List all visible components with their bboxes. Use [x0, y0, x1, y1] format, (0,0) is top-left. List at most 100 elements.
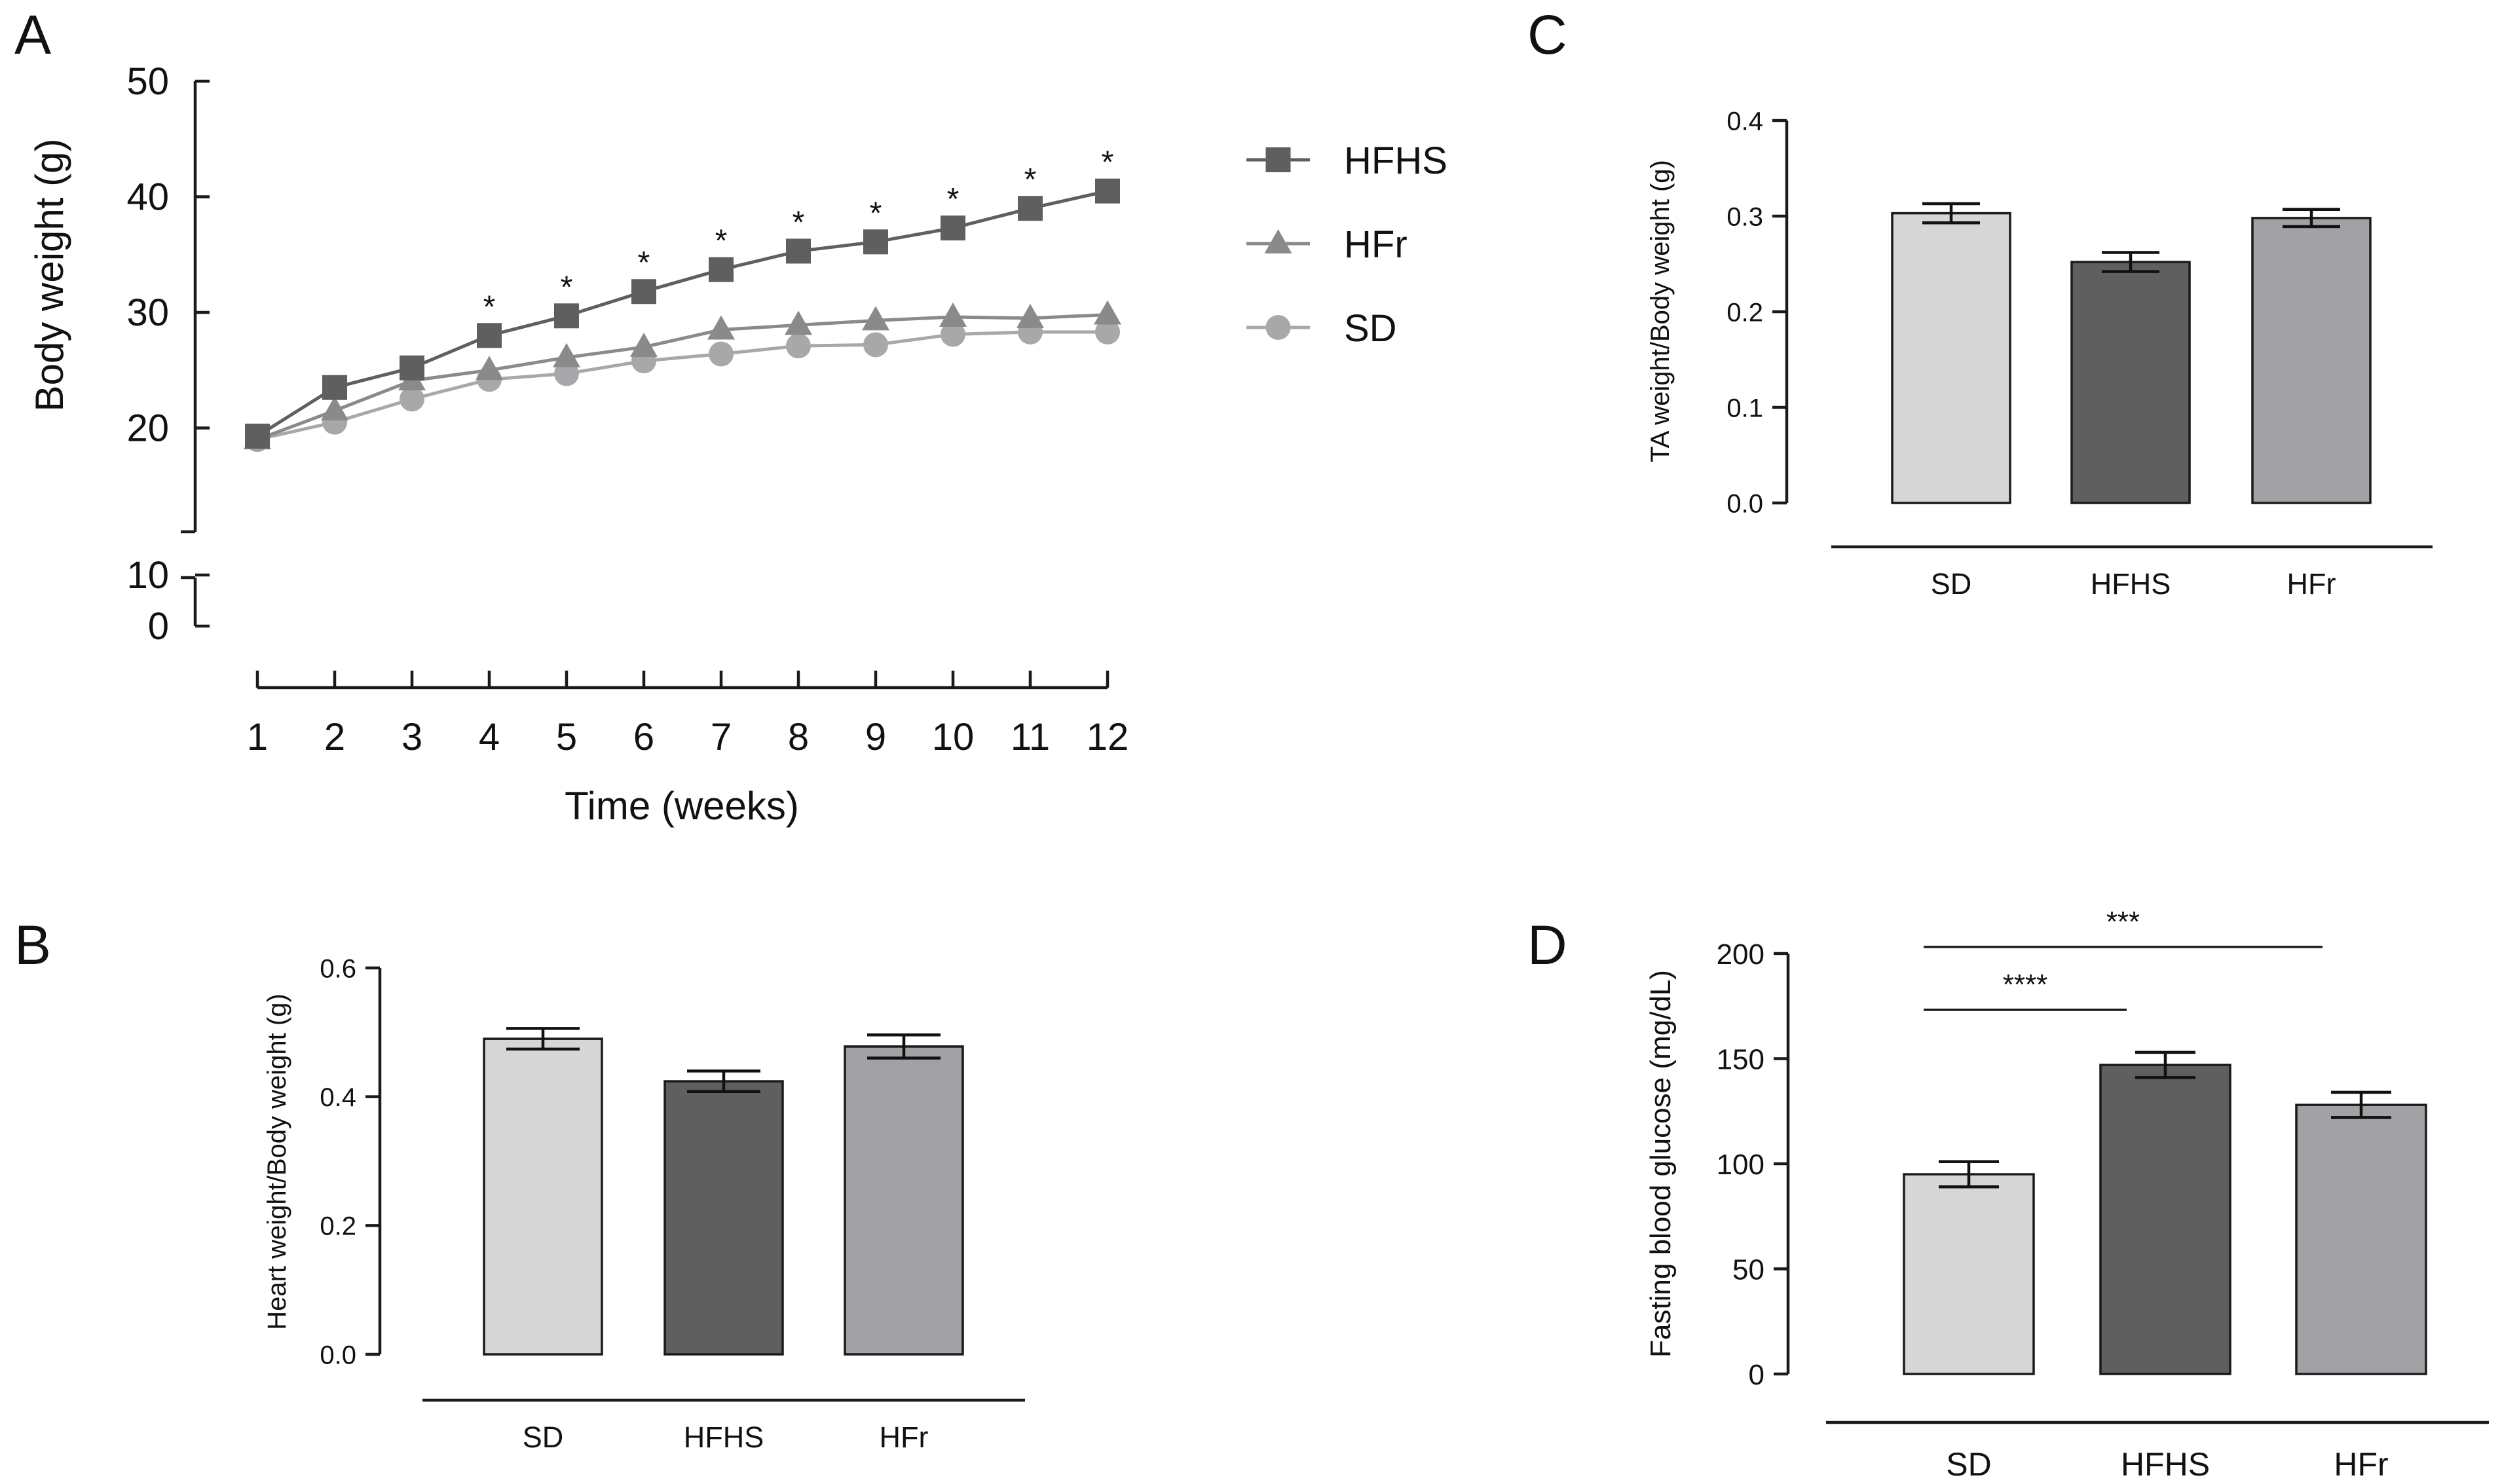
data-point-hfr	[476, 356, 503, 380]
x-tick-label: 6	[633, 716, 654, 758]
data-point-hfr	[862, 306, 889, 331]
y-tick-label: 0.3	[1726, 202, 1763, 231]
data-point-sd	[709, 341, 734, 367]
x-tick-label: HFHS	[684, 1420, 764, 1454]
significance-label: ***	[2106, 906, 2140, 938]
data-point-hfr	[630, 332, 658, 357]
legend-label-hfhs: HFHS	[1344, 139, 1447, 182]
x-axis-label: Time (weeks)	[565, 784, 799, 828]
data-point-hfr	[939, 303, 967, 327]
data-point-hfhs	[863, 229, 888, 255]
y-tick-label: 100	[1717, 1149, 1764, 1181]
significance-marker: *	[715, 224, 728, 259]
error-bar-sd	[506, 1027, 580, 1051]
data-point-hfr	[707, 315, 735, 340]
y-tick-label: 0.2	[1726, 298, 1763, 327]
error-bar-hfhs	[687, 1069, 760, 1094]
panel-b-letter: B	[14, 914, 51, 976]
series-line-sd	[257, 330, 1108, 441]
x-tick-label: SD	[523, 1420, 564, 1454]
error-bar-hfhs	[2102, 251, 2159, 273]
panel-d-bar-chart: 0 50 100 150 200 Fasting blood glucose (mg/dL…	[1645, 906, 2489, 1483]
y-tick-label: 0.0	[320, 1341, 356, 1369]
data-point-hfhs	[709, 257, 734, 282]
x-tick-label: 11	[1011, 716, 1050, 758]
panel-a-letter: A	[14, 4, 51, 65]
y-tick-label: 50	[1732, 1253, 1764, 1286]
data-point-sd	[863, 332, 888, 358]
data-point-sd	[400, 386, 424, 412]
y-tick-label: 0	[148, 605, 169, 648]
bar-sd	[1891, 212, 2011, 504]
x-tick-label: 8	[788, 716, 809, 758]
significance-label: ****	[2003, 969, 2048, 1001]
significance-marker: *	[483, 289, 496, 324]
data-point-hfr	[785, 310, 812, 335]
legend-marker-hfhs	[1265, 147, 1291, 172]
y-axis-label: Heart weight/Body weight (g)	[263, 993, 291, 1330]
data-point-sd	[786, 333, 811, 359]
panel-c-letter: C	[1527, 4, 1567, 65]
legend-label-sd: SD	[1344, 307, 1397, 350]
x-tick-label: 1	[247, 716, 268, 758]
bar-hfhs	[2099, 1064, 2231, 1375]
y-tick-label: 0.4	[320, 1083, 356, 1112]
x-tick-label: 3	[401, 716, 422, 758]
y-tick-label: 40	[126, 176, 169, 219]
data-point-hfr	[1094, 300, 1121, 325]
error-bar-sd	[1922, 202, 1980, 225]
significance-marker: *	[638, 246, 650, 280]
significance-marker: *	[947, 182, 960, 217]
y-tick-label: 150	[1717, 1043, 1764, 1075]
y-tick-label: 0.4	[1726, 107, 1763, 136]
x-tick-label: SD	[1946, 1446, 1991, 1483]
series-line-hfhs	[256, 189, 1108, 437]
x-tick-label: HFHS	[2121, 1446, 2210, 1483]
legend-marker-sd	[1265, 315, 1291, 340]
panel-b-bar-chart: 0.0 0.2 0.4 0.6 Heart weight/Body weight (g)…	[263, 954, 1025, 1454]
panel-c-bar-chart: 0.0 0.1 0.2 0.3 0.4 TA weight/Body weight (g)…	[1646, 107, 2433, 601]
data-point-sd	[941, 322, 965, 347]
x-tick-label: HFHS	[2091, 567, 2171, 601]
y-tick-label: 200	[1717, 938, 1764, 971]
y-axis-label: TA weight/Body weight (g)	[1646, 160, 1675, 462]
x-tick-label: 5	[556, 716, 577, 758]
data-point-hfr	[321, 396, 348, 421]
y-tick-label: 0.6	[320, 954, 356, 983]
panel-d-letter: D	[1527, 914, 1567, 976]
data-point-hfhs	[477, 323, 502, 348]
x-tick-label: HFr	[2287, 567, 2336, 601]
series-line-hfr	[257, 313, 1108, 441]
bar-hfr	[2251, 217, 2372, 504]
x-tick-label: HFr	[880, 1420, 929, 1454]
y-tick-label: 20	[126, 407, 169, 450]
data-point-hfr	[1017, 303, 1044, 328]
y-tick-label: 0	[1749, 1359, 1764, 1391]
y-tick-label: 30	[126, 291, 169, 334]
x-tick-label: 4	[479, 716, 500, 758]
data-point-hfr	[553, 343, 580, 367]
error-bar-sd	[1939, 1160, 1999, 1189]
data-point-sd	[1095, 320, 1120, 345]
y-tick-label: 10	[126, 554, 169, 597]
error-bar-hfr	[2283, 208, 2340, 229]
significance-marker: *	[793, 205, 805, 240]
legend-label-hfr: HFr	[1344, 223, 1408, 266]
y-tick-label: 0.2	[320, 1212, 356, 1241]
x-tick-label: 7	[711, 716, 732, 758]
error-bar-hfr	[2331, 1090, 2391, 1119]
x-tick-label: 9	[865, 716, 886, 758]
bar-sd	[483, 1037, 603, 1356]
significance-marker: *	[1024, 162, 1037, 197]
x-tick-label: SD	[1931, 567, 1972, 601]
bar-hfr	[2295, 1104, 2427, 1375]
error-bar-hfr	[867, 1033, 941, 1060]
x-tick-label: HFr	[2334, 1446, 2388, 1483]
data-point-hfhs	[786, 238, 811, 264]
x-tick-label: 12	[1087, 716, 1129, 758]
bar-sd	[1903, 1173, 2035, 1375]
data-point-sd	[554, 361, 579, 386]
bar-hfr	[844, 1045, 964, 1356]
